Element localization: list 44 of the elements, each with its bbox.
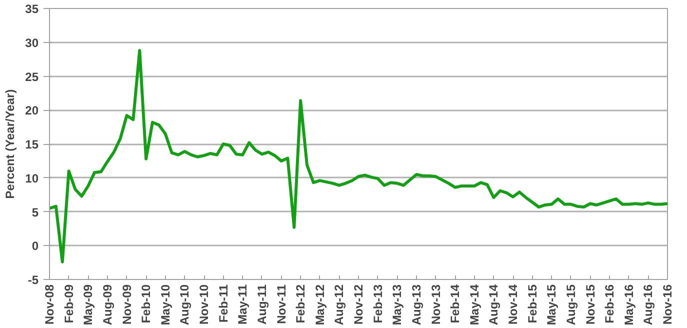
x-tick-label: Nov-11 xyxy=(274,284,288,324)
x-tick-label: Nov-08 xyxy=(42,284,56,325)
x-tick-label: May-14 xyxy=(467,284,482,326)
x-tick-label: Nov-10 xyxy=(197,284,211,325)
x-tick-label: Aug-13 xyxy=(409,284,424,326)
x-tick-label: May-09 xyxy=(81,284,96,326)
x-tick-label: Aug-10 xyxy=(178,284,192,326)
y-tick-label: 30 xyxy=(25,36,39,50)
y-tick-label: 25 xyxy=(25,70,39,84)
y-axis-title: Percent (Year/Year) xyxy=(3,89,18,199)
y-tick-label: -5 xyxy=(28,273,39,287)
x-tick-label: Nov-12 xyxy=(352,284,366,325)
x-tick-label: Nov-16 xyxy=(660,284,674,325)
x-tick-label: Feb-13 xyxy=(370,284,385,324)
x-tick-label: Aug-09 xyxy=(100,284,114,326)
x-tick-label: May-16 xyxy=(622,284,636,326)
x-tick-label: May-13 xyxy=(390,284,404,326)
y-tick-label: 0 xyxy=(32,239,39,254)
x-tick-label: Feb-11 xyxy=(216,284,230,323)
x-tick-label: Feb-15 xyxy=(525,284,540,324)
x-tick-label: Feb-10 xyxy=(139,284,154,324)
y-tick-label: 35 xyxy=(25,2,39,16)
x-tick-label: May-11 xyxy=(236,284,250,325)
x-tick-label: Aug-16 xyxy=(641,284,656,326)
line-series xyxy=(50,49,668,264)
x-tick-label: Feb-09 xyxy=(62,284,76,324)
x-tick-label: Aug-11 xyxy=(254,284,269,325)
x-tick-label: May-12 xyxy=(312,284,327,326)
x-tick-label: Nov-13 xyxy=(428,284,443,325)
x-tick-label: Nov-14 xyxy=(506,284,520,325)
x-tick-label: Feb-14 xyxy=(448,284,462,324)
x-tick-label: Feb-16 xyxy=(602,284,617,324)
x-tick-label: Nov-15 xyxy=(583,284,598,325)
y-tick-label: 10 xyxy=(25,171,39,186)
x-tick-label: May-10 xyxy=(158,284,172,326)
x-tick-label: Aug-15 xyxy=(564,284,578,326)
x-tick-label: Aug-14 xyxy=(486,284,501,326)
x-tick-label: Nov-09 xyxy=(120,284,134,325)
y-tick-label: 5 xyxy=(32,205,39,220)
x-tick-label: Aug-12 xyxy=(332,284,346,326)
y-tick-label: 15 xyxy=(25,138,39,152)
x-tick-label: Feb-12 xyxy=(294,284,308,324)
x-tick-label: May-15 xyxy=(544,284,559,326)
y-tick-label: 20 xyxy=(25,104,39,118)
